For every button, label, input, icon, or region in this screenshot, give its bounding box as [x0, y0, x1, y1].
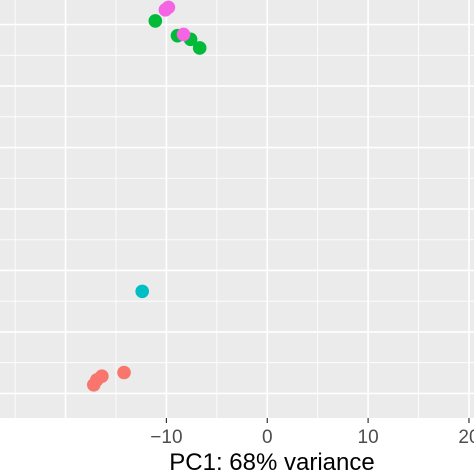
x-tick-label: −10: [150, 427, 182, 448]
x-axis-tick-labels: −10 0 10 20: [150, 427, 474, 448]
major-gridlines: [0, 0, 474, 418]
x-axis-ticks: [165, 418, 470, 423]
x-tick-label: 0: [262, 427, 273, 448]
data-point: [148, 14, 163, 28]
data-point: [176, 27, 191, 42]
x-tick-label: 20: [458, 427, 474, 448]
x-tick-label: 10: [358, 427, 379, 448]
data-point: [135, 284, 149, 299]
data-point: [117, 365, 131, 380]
data-point: [86, 378, 101, 392]
data-points: [86, 0, 207, 392]
x-axis-title: PC1: 68% variance: [169, 449, 374, 474]
data-point: [192, 41, 207, 55]
data-point: [161, 0, 176, 15]
